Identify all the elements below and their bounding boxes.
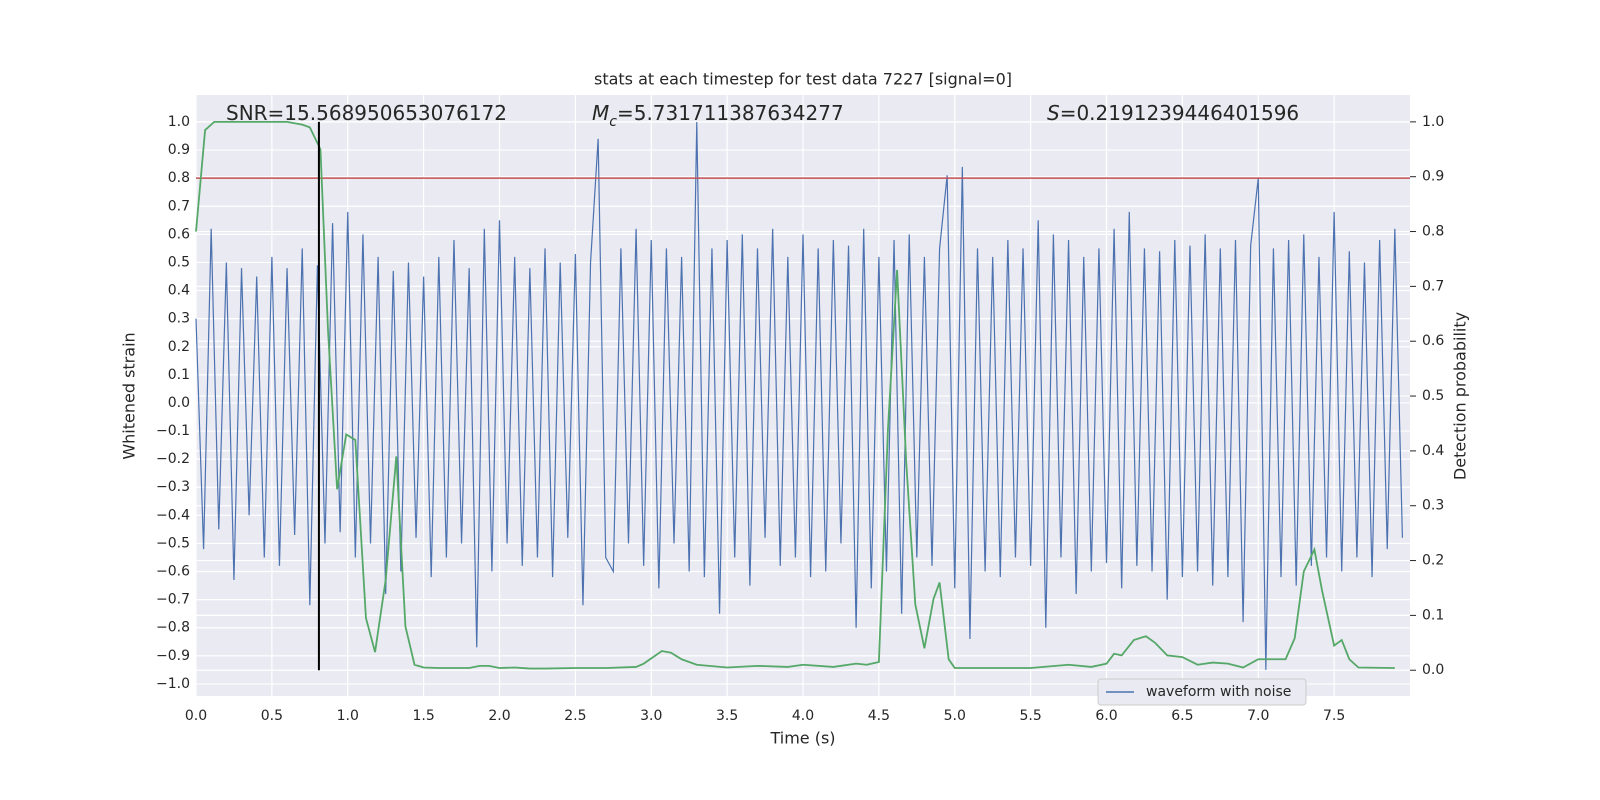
y-axis-label: Whitened strain: [120, 332, 139, 459]
chart-title: stats at each timestep for test data 722…: [594, 70, 1012, 89]
annotation-subscript: c: [609, 114, 617, 130]
y-tick-label: −0.6: [156, 564, 190, 580]
y2-tick-label: 0.6: [1422, 333, 1444, 349]
annotation: Mc=5.731711387634277: [592, 101, 844, 131]
y2-tick-label: 0.9: [1422, 169, 1444, 185]
y-tick-label: 0.5: [168, 254, 190, 270]
y-tick-label: 1.0: [168, 114, 190, 130]
y2-tick-label: 0.5: [1422, 388, 1444, 404]
y-tick-label: −0.4: [156, 507, 190, 523]
y2-tick-label: 0.2: [1422, 553, 1444, 569]
legend-box: [1097, 678, 1307, 706]
annotation: S=0.2191239446401596: [1047, 101, 1299, 125]
x-tick-label: 0.5: [261, 708, 283, 724]
y2-tick-label: 0.4: [1422, 443, 1444, 459]
y2-tick-label: 0.8: [1422, 224, 1444, 240]
x-tick-label: 4.0: [792, 708, 814, 724]
y2-tick-label: 1.0: [1422, 114, 1444, 130]
y-tick-label: −1.0: [156, 676, 190, 692]
x-tick-label: 7.0: [1247, 708, 1269, 724]
series-line: [195, 121, 1404, 670]
annotation: SNR=15.568950653076172: [226, 101, 507, 125]
y-tick-label: 0.9: [168, 142, 190, 158]
y2-tick-label: 0.0: [1422, 662, 1444, 678]
x-tick-label: 2.5: [564, 708, 586, 724]
y-tick-label: 0.3: [168, 311, 190, 327]
y2-tick-label: 0.1: [1422, 607, 1444, 623]
y-tick-label: 0.0: [168, 395, 190, 411]
x-tick-label: 2.0: [488, 708, 510, 724]
y-tick-label: −0.9: [156, 648, 190, 664]
y-tick-label: 0.8: [168, 170, 190, 186]
y-tick-label: −0.8: [156, 620, 190, 636]
annotation-symbol: M: [592, 101, 609, 125]
annotation-symbol: S: [1047, 101, 1060, 125]
y-tick-label: −0.1: [156, 423, 190, 439]
x-tick-label: 1.0: [337, 708, 359, 724]
annotation-text: =0.2191239446401596: [1060, 101, 1299, 125]
x-tick-label: 7.5: [1323, 708, 1345, 724]
x-tick-label: 0.0: [185, 708, 207, 724]
annotation-text: SNR=15.568950653076172: [226, 101, 507, 125]
x-tick-label: 6.0: [1095, 708, 1117, 724]
y-tick-label: −0.7: [156, 592, 190, 608]
x-tick-label: 6.5: [1171, 708, 1193, 724]
y2-tick-label: 0.7: [1422, 278, 1444, 294]
y2-tick-label: 0.3: [1422, 498, 1444, 514]
y-tick-label: −0.3: [156, 479, 190, 495]
y-tick-label: −0.5: [156, 535, 190, 551]
y-tick-label: −0.2: [156, 451, 190, 467]
x-tick-label: 1.5: [412, 708, 434, 724]
y-tick-label: 0.1: [168, 367, 190, 383]
y-tick-label: 0.6: [168, 226, 190, 242]
y-tick-label: 0.7: [168, 198, 190, 214]
y-tick-label: 0.2: [168, 339, 190, 355]
x-axis-label: Time (s): [769, 729, 835, 748]
y-tick-label: 0.4: [168, 283, 190, 299]
series-line: [195, 120, 1395, 670]
x-tick-label: 5.0: [944, 708, 966, 724]
annotation-text: =5.731711387634277: [617, 101, 844, 125]
x-tick-label: 3.5: [716, 708, 738, 724]
y2-axis-label: Detection probability: [1451, 312, 1470, 480]
legend-label: waveform with noise: [1146, 684, 1291, 700]
x-tick-label: 3.0: [640, 708, 662, 724]
x-tick-label: 5.5: [1019, 708, 1041, 724]
x-tick-label: 4.5: [868, 708, 890, 724]
